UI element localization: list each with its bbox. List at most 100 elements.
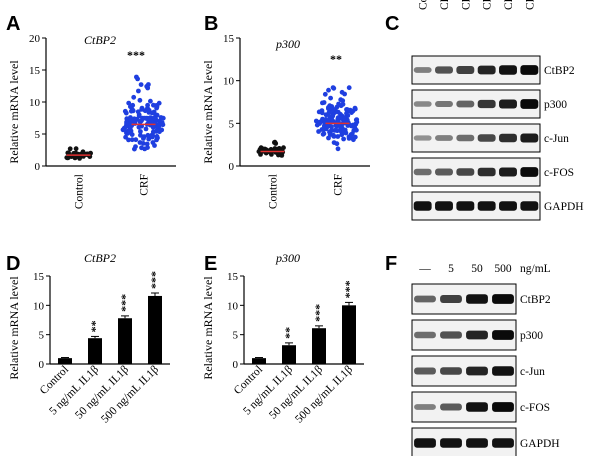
chart-b-point: [281, 145, 286, 151]
blot-f-band-label: GAPDH: [520, 438, 560, 450]
chart-b-point: [328, 95, 333, 101]
chart-a-point: [138, 129, 143, 134]
blot-c-band: [499, 201, 517, 211]
chart-a-point: [150, 129, 156, 135]
chart-e-significance: ***: [312, 304, 326, 322]
chart-b-point: [338, 115, 344, 121]
chart-a-point: [132, 146, 137, 152]
chart-d-y-tick-label: 5: [39, 330, 45, 342]
chart-a-point: [65, 150, 71, 156]
chart-a-y-tick-label: 10: [29, 97, 41, 109]
chart-b-point: [319, 108, 325, 113]
chart-b-point: [320, 100, 325, 106]
y-axis-label-a: Relative mRNA level: [7, 60, 21, 164]
chart-a: 0 5 10 15 20 Control CRF: [29, 33, 176, 209]
chart-a-point: [148, 98, 153, 104]
chart-a-point: [136, 88, 141, 94]
chart-d-bar: [88, 338, 102, 364]
blot-f-band: [466, 366, 488, 376]
blot-f-band: [440, 438, 462, 448]
chart-b-x-label: CRF: [333, 174, 345, 196]
blot-c-band: [520, 133, 539, 143]
chart-b-y-tick-label: 5: [229, 118, 235, 130]
chart-a-point: [136, 124, 142, 130]
blot-f-band-label: c-FOS: [520, 402, 550, 414]
chart-a-y-tick-label: 0: [35, 161, 41, 173]
y-axis-label-d: Relative mRNA level: [7, 276, 21, 380]
blot-c-band: [435, 66, 453, 74]
significance-a: ***: [127, 48, 145, 62]
chart-b-point: [327, 103, 333, 109]
blot-f-band: [414, 295, 436, 303]
chart-a-point: [129, 137, 135, 143]
chart-a-point: [138, 132, 143, 138]
blot-c-band: [435, 100, 453, 108]
blot-c-lane-label: CRF3: [482, 0, 494, 10]
chart-a-point: [73, 146, 79, 152]
chart-a-point: [160, 122, 166, 128]
chart-d-bar: [58, 358, 72, 364]
blot-f-band: [414, 367, 436, 375]
blot-c-band: [477, 65, 496, 75]
chart-e-y-tick-label: 0: [233, 359, 239, 371]
blot-c-strip: [411, 157, 541, 187]
chart-b-point: [320, 131, 326, 137]
chart-a-point: [159, 127, 165, 133]
y-axis-label-b: Relative mRNA level: [201, 60, 215, 164]
y-axis-label-e: Relative mRNA level: [201, 276, 215, 380]
blot-c-band: [477, 167, 496, 177]
chart-b-point: [352, 134, 358, 140]
chart-b: 0 5 10 15 Control CRF: [223, 33, 370, 209]
chart-b-point: [326, 110, 332, 115]
blot-c-band: [413, 168, 432, 176]
blot-f-band-label: c-Jun: [520, 366, 545, 378]
blot-c-band: [435, 168, 453, 176]
chart-a-point: [126, 137, 131, 143]
chart-b-point: [331, 134, 337, 139]
chart-b-point: [326, 135, 331, 141]
chart-a-point: [134, 74, 139, 80]
chart-a-point: [126, 100, 132, 106]
chart-b-point: [334, 128, 340, 134]
blot-f-band-label: CtBP2: [520, 294, 551, 306]
chart-a-point: [154, 105, 160, 111]
blot-f-band: [466, 330, 488, 340]
chart-b-point: [334, 123, 339, 129]
chart-a-point: [76, 154, 82, 160]
chart-b-point: [334, 141, 340, 147]
chart-e-y-tick-label: 15: [227, 271, 239, 283]
chart-a-point: [143, 126, 149, 132]
chart-d-bar: [148, 295, 162, 364]
blot-f-lane-label: 5: [448, 263, 454, 275]
chart-e-significance: **: [282, 327, 296, 339]
chart-b-point: [325, 124, 330, 129]
chart-b-point: [346, 85, 352, 91]
chart-d-significance: ***: [118, 294, 132, 312]
chart-a-point: [65, 155, 70, 161]
chart-a-point: [145, 132, 151, 138]
blot-f-band: [414, 404, 436, 410]
blot-f-lane-label: 500: [494, 263, 512, 275]
blot-c-strip: [411, 55, 541, 85]
blot-c-band: [477, 201, 496, 211]
chart-b-point: [339, 89, 345, 95]
blot-f-band: [466, 438, 488, 448]
chart-b-point: [348, 134, 354, 140]
chart-b-point: [257, 147, 263, 152]
blot-f-band: [492, 294, 514, 304]
blot-f-band: [414, 438, 436, 448]
chart-a-point: [151, 115, 157, 121]
blot-f-band: [440, 403, 462, 411]
chart-a-point: [160, 115, 166, 121]
chart-e-bar: [252, 358, 266, 364]
chart-a-point: [127, 115, 133, 120]
chart-b-point: [330, 85, 336, 90]
blot-c-lane-label: CRF1: [439, 0, 451, 10]
chart-a-point: [139, 145, 144, 151]
blot-f-band: [440, 367, 462, 375]
blot-c-band: [413, 101, 432, 107]
chart-a-point: [72, 155, 78, 161]
blot-c-band-label: c-FOS: [544, 167, 574, 179]
chart-a-point: [122, 108, 128, 114]
chart-a-point: [133, 137, 139, 143]
